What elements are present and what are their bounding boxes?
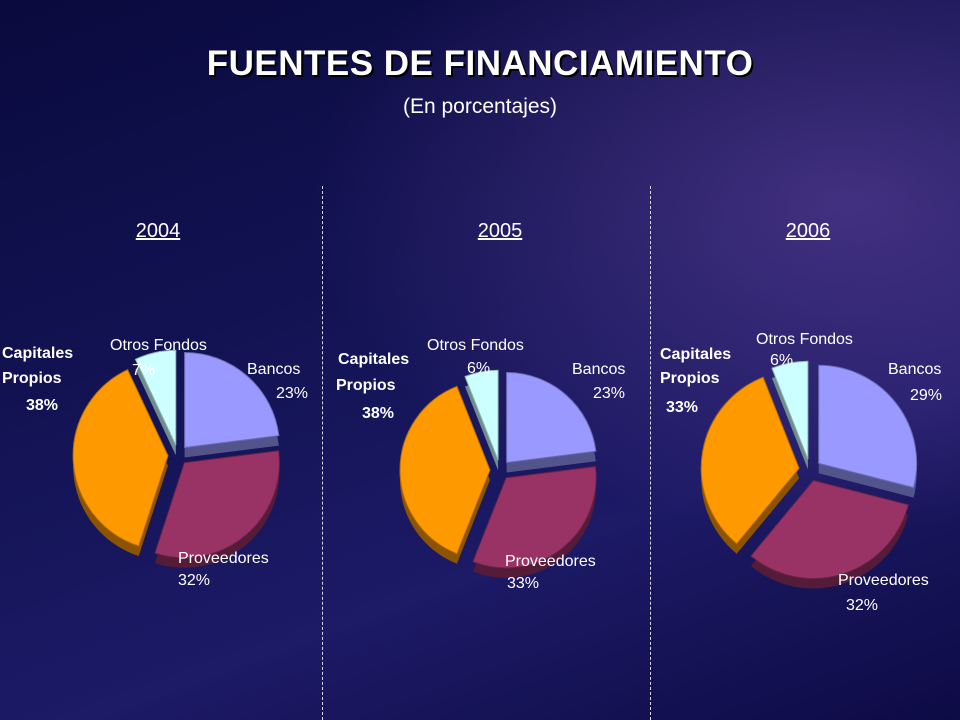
year-2006-heading: 2006 <box>785 220 831 242</box>
pie-2005-proveedores-label: Proveedores <box>505 553 596 570</box>
pie-2006-otros-fondos-value-label: 6% <box>770 352 793 369</box>
pie-2005-otros-fondos-slice <box>464 369 499 461</box>
pie-2004-bancos-label: Bancos <box>247 361 300 378</box>
pie-2006-proveedores-slice <box>750 479 909 579</box>
pie-2004-capitales-propios-value-label: 38% <box>26 397 58 414</box>
chart-title: FUENTES DE FINANCIAMIENTO <box>206 44 754 83</box>
pie-2005-capitales-propios-label: Propios <box>336 377 396 394</box>
pie-2005-bancos-slice <box>506 371 597 464</box>
pie-2004-proveedores-label: Proveedores <box>178 550 269 567</box>
pie-2005-capitales-propios-label: Capitales <box>338 351 409 368</box>
pie-2005-capitales-propios-value-label: 38% <box>362 405 394 422</box>
pie-2004-capitales-propios-label: Propios <box>2 370 62 387</box>
pie-2004-proveedores-value-label: 32% <box>178 572 210 589</box>
pie-2005-proveedores-value-label: 33% <box>507 575 539 592</box>
pie-2004-capitales-propios-label: Capitales <box>2 345 73 362</box>
pie-2006-otros-fondos-label: Otros Fondos <box>756 331 853 348</box>
pie-2004-otros-fondos-slice <box>134 349 177 446</box>
pie-2005-bancos-label: Bancos <box>572 361 625 378</box>
pie-2004-bancos-slice <box>184 351 280 449</box>
pie-2005-otros-fondos-value-label: 6% <box>467 360 490 377</box>
pie-2005-capitales-propios-slice <box>399 385 491 555</box>
year-2005-heading: 2005 <box>477 220 523 242</box>
pie-2004-capitales-propios-slice <box>72 369 169 547</box>
pie-2006-bancos-value-label: 29% <box>910 387 942 404</box>
pie-2005-proveedores-slice <box>472 466 597 569</box>
pie-2006-capitales-propios-value-label: 33% <box>666 399 698 416</box>
pie-2004-otros-fondos-value-label: 7% <box>132 362 155 379</box>
pie-2006-capitales-propios-label: Propios <box>660 370 720 387</box>
year-2004-heading: 2004 <box>135 220 181 242</box>
pie-2006-proveedores-label: Proveedores <box>838 572 929 589</box>
pie-2006-bancos-label: Bancos <box>888 361 941 378</box>
pie-2006-capitales-propios-slice <box>700 376 800 545</box>
pie-2006-bancos-slice <box>818 364 918 489</box>
pie-2004-proveedores-slice <box>154 450 280 559</box>
pie-2005-otros-fondos-label: Otros Fondos <box>427 337 524 354</box>
pie-2005-bancos-value-label: 23% <box>593 385 625 402</box>
divider-right <box>650 186 651 720</box>
pie-2006-capitales-propios-label: Capitales <box>660 346 731 363</box>
chart-subtitle: (En porcentajes) <box>402 95 558 118</box>
divider-left <box>322 186 323 720</box>
pie-2004-otros-fondos-label: Otros Fondos <box>110 337 207 354</box>
pie-2006-otros-fondos-slice <box>771 360 809 460</box>
pie-2004-bancos-value-label: 23% <box>276 385 308 402</box>
pie-2006-proveedores-value-label: 32% <box>846 597 878 614</box>
